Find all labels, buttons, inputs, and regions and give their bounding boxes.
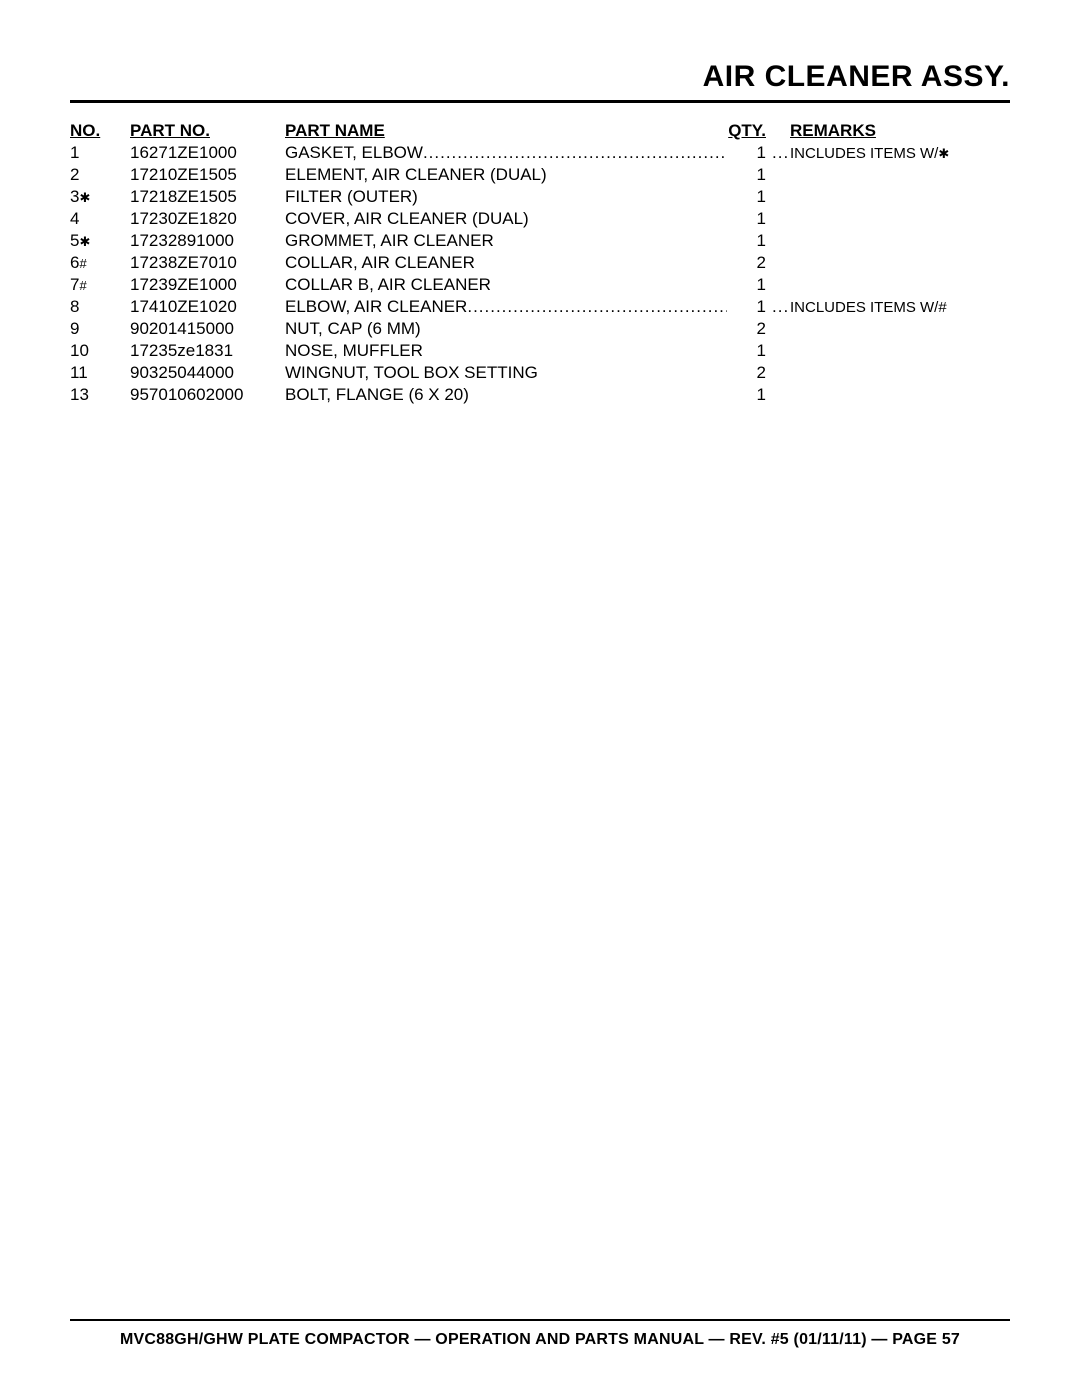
cell-name: NOSE, MUFFLER bbox=[285, 341, 423, 361]
cell-no-value: 11 bbox=[70, 363, 88, 382]
cell-no: 4 bbox=[70, 209, 130, 229]
cell-partno: 90325044000 bbox=[130, 363, 285, 383]
table-row: 9 90201415000NUT, CAP (6 MM) 2 bbox=[70, 319, 1010, 341]
cell-partno: 957010602000 bbox=[130, 385, 285, 405]
table-row: 5✱17232891000GROMMET, AIR CLEANER 1 bbox=[70, 231, 1010, 253]
cell-name: BOLT, FLANGE (6 X 20) bbox=[285, 385, 469, 405]
cell-partno: 17239ZE1000 bbox=[130, 275, 285, 295]
cell-no: 10 bbox=[70, 341, 130, 361]
cell-no-value: 13 bbox=[70, 385, 89, 404]
cell-name: ELBOW, AIR CLEANER bbox=[285, 297, 467, 317]
cell-no-value: 10 bbox=[70, 341, 89, 360]
table-body: 1 16271ZE1000GASKET, ELBOW...............… bbox=[70, 143, 1010, 407]
cell-partno: 17235ze1831 bbox=[130, 341, 285, 361]
page-title: AIR CLEANER ASSY. bbox=[70, 60, 1010, 94]
table-row: 2 17210ZE1505ELEMENT, AIR CLEANER (DUAL) 1 bbox=[70, 165, 1010, 187]
cell-no: 5✱ bbox=[70, 231, 130, 251]
cell-no: 6# bbox=[70, 253, 130, 273]
cell-qty: 2 bbox=[727, 253, 772, 273]
cell-remarks-suffix: ✱ bbox=[938, 146, 949, 161]
table-row: 10 17235ze1831NOSE, MUFFLER 1 bbox=[70, 341, 1010, 363]
cell-qty: 1 bbox=[727, 143, 772, 163]
header-name: PART NAME bbox=[285, 121, 385, 141]
cell-qty: 1 bbox=[727, 231, 772, 251]
cell-qty: 2 bbox=[727, 363, 772, 383]
cell-partno: 17410ZE1020 bbox=[130, 297, 285, 317]
cell-name: WINGNUT, TOOL BOX SETTING bbox=[285, 363, 538, 383]
header-remarks: REMARKS bbox=[790, 121, 1010, 141]
cell-remarks: INCLUDES ITEMS W/✱ bbox=[790, 145, 1010, 162]
cell-name: COLLAR, AIR CLEANER bbox=[285, 253, 475, 273]
cell-no: 7# bbox=[70, 275, 130, 295]
cell-no-value: 2 bbox=[70, 165, 79, 184]
table-row: 7#17239ZE1000COLLAR B, AIR CLEANER 1 bbox=[70, 275, 1010, 297]
cell-qty: 1 bbox=[727, 341, 772, 361]
cell-partno: 90201415000 bbox=[130, 319, 285, 339]
cell-no-suffix: # bbox=[79, 278, 86, 293]
cell-leader-gap: ...... bbox=[772, 143, 790, 163]
footer: MVC88GH/GHW PLATE COMPACTOR — OPERATION … bbox=[70, 1319, 1010, 1349]
header-partno: PART NO. bbox=[130, 121, 285, 141]
cell-partno: 17210ZE1505 bbox=[130, 165, 285, 185]
cell-name: GASKET, ELBOW bbox=[285, 143, 423, 163]
cell-no-suffix: # bbox=[79, 256, 86, 271]
cell-no-suffix: ✱ bbox=[79, 234, 90, 249]
cell-partno: 16271ZE1000 bbox=[130, 143, 285, 163]
cell-no-suffix: ✱ bbox=[79, 190, 90, 205]
cell-name: GROMMET, AIR CLEANER bbox=[285, 231, 494, 251]
header-no: NO. bbox=[70, 121, 130, 141]
cell-qty: 1 bbox=[727, 275, 772, 295]
cell-qty: 2 bbox=[727, 319, 772, 339]
cell-no-value: 4 bbox=[70, 209, 79, 228]
table-header-row: NO. PART NO. PART NAME QTY. REMARKS bbox=[70, 121, 1010, 143]
table-row: 11 90325044000WINGNUT, TOOL BOX SETTING 2 bbox=[70, 363, 1010, 385]
header-qty: QTY. bbox=[727, 121, 772, 141]
cell-no: 2 bbox=[70, 165, 130, 185]
cell-name: FILTER (OUTER) bbox=[285, 187, 418, 207]
title-rule bbox=[70, 100, 1010, 103]
cell-no: 3✱ bbox=[70, 187, 130, 207]
cell-qty: 1 bbox=[727, 297, 772, 317]
cell-partno: 17218ZE1505 bbox=[130, 187, 285, 207]
cell-qty: 1 bbox=[727, 187, 772, 207]
cell-leader-fill: ........................................… bbox=[423, 143, 727, 163]
cell-leader-fill: ........................................… bbox=[467, 297, 727, 317]
table-row: 1 16271ZE1000GASKET, ELBOW...............… bbox=[70, 143, 1010, 165]
parts-table: NO. PART NO. PART NAME QTY. REMARKS 1 162… bbox=[70, 121, 1010, 407]
cell-no: 1 bbox=[70, 143, 130, 163]
footer-rule bbox=[70, 1319, 1010, 1321]
cell-name: COVER, AIR CLEANER (DUAL) bbox=[285, 209, 529, 229]
cell-qty: 1 bbox=[727, 165, 772, 185]
footer-text: MVC88GH/GHW PLATE COMPACTOR — OPERATION … bbox=[70, 1331, 1010, 1349]
cell-remarks-text: INCLUDES ITEMS W/ bbox=[790, 145, 938, 162]
cell-partno: 17230ZE1820 bbox=[130, 209, 285, 229]
table-row: 4 17230ZE1820COVER, AIR CLEANER (DUAL) 1 bbox=[70, 209, 1010, 231]
cell-remarks-text: INCLUDES ITEMS W/# bbox=[790, 299, 947, 316]
cell-partno: 17238ZE7010 bbox=[130, 253, 285, 273]
cell-no-value: 1 bbox=[70, 143, 79, 162]
table-row: 8 17410ZE1020ELBOW, AIR CLEANER..........… bbox=[70, 297, 1010, 319]
cell-no: 13 bbox=[70, 385, 130, 405]
cell-name: ELEMENT, AIR CLEANER (DUAL) bbox=[285, 165, 547, 185]
cell-no-value: 9 bbox=[70, 319, 79, 338]
cell-no-value: 8 bbox=[70, 297, 79, 316]
cell-name: COLLAR B, AIR CLEANER bbox=[285, 275, 491, 295]
cell-qty: 1 bbox=[727, 209, 772, 229]
table-row: 3✱17218ZE1505FILTER (OUTER) 1 bbox=[70, 187, 1010, 209]
cell-no: 9 bbox=[70, 319, 130, 339]
cell-qty: 1 bbox=[727, 385, 772, 405]
cell-no: 11 bbox=[70, 363, 130, 383]
cell-remarks: INCLUDES ITEMS W/# bbox=[790, 299, 1010, 316]
title-block: AIR CLEANER ASSY. bbox=[70, 60, 1010, 94]
cell-no: 8 bbox=[70, 297, 130, 317]
table-row: 13 957010602000BOLT, FLANGE (6 X 20) 1 bbox=[70, 385, 1010, 407]
table-row: 6#17238ZE7010COLLAR, AIR CLEANER 2 bbox=[70, 253, 1010, 275]
cell-name: NUT, CAP (6 MM) bbox=[285, 319, 421, 339]
cell-partno: 17232891000 bbox=[130, 231, 285, 251]
cell-leader-gap: ...... bbox=[772, 297, 790, 317]
